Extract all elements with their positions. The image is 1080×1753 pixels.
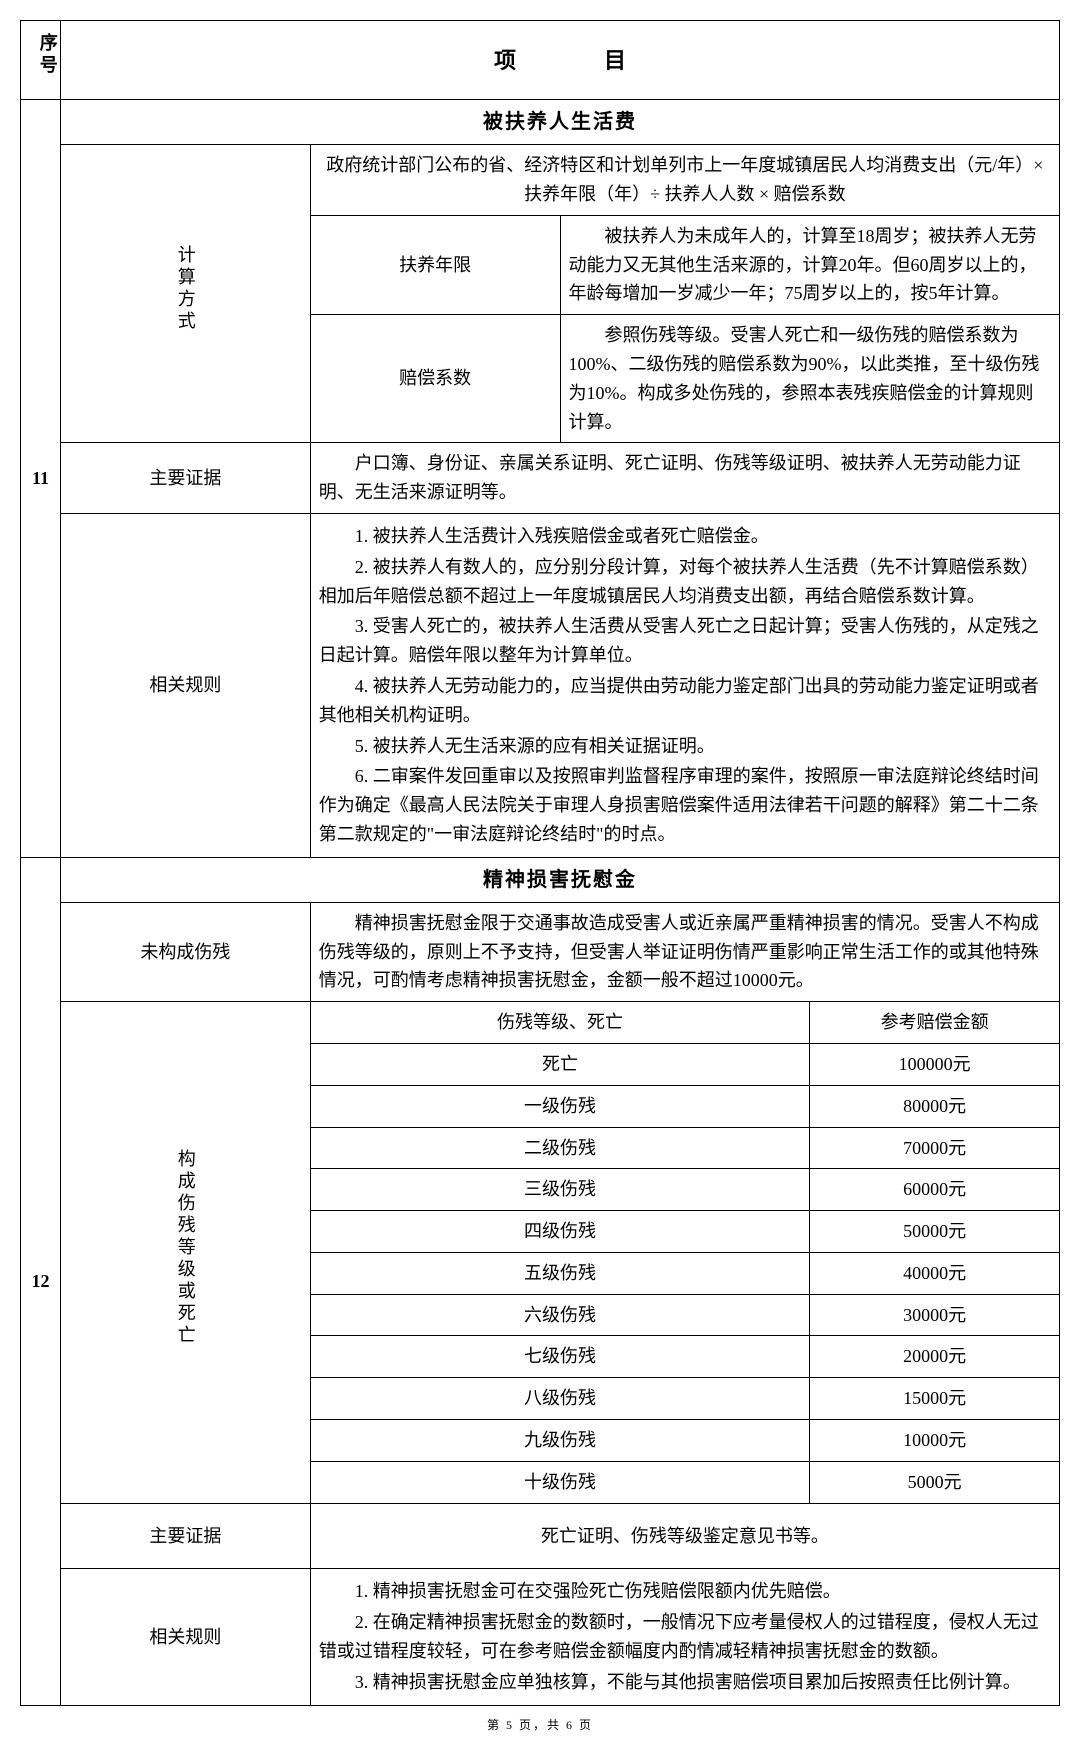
evidence-text-12: 死亡证明、伤残等级鉴定意见书等。	[310, 1503, 1059, 1569]
comp-amount: 40000元	[810, 1252, 1060, 1294]
section-12-title: 精神损害抚慰金	[61, 857, 1060, 902]
comp-amount: 20000元	[810, 1336, 1060, 1378]
comp-amount: 50000元	[810, 1211, 1060, 1253]
comp-header-amount: 参考赔偿金额	[810, 1002, 1060, 1044]
comp-level: 死亡	[310, 1043, 810, 1085]
rules-text-11: 1. 被扶养人生活费计入残疾赔偿金或者死亡赔偿金。 2. 被扶养人有数人的，应分…	[310, 513, 1059, 857]
comp-level: 三级伤残	[310, 1169, 810, 1211]
evidence-label-12: 主要证据	[61, 1503, 311, 1569]
comp-level: 一级伤残	[310, 1085, 810, 1127]
main-table: 序号 项 目 11 被扶养人生活费 计算方式 政府统计部门公布的省、经济特区和计…	[20, 20, 1060, 1706]
rules-label-11: 相关规则	[61, 513, 311, 857]
section-11-title: 被扶养人生活费	[61, 100, 1060, 145]
sub2-text: 参照伤残等级。受害人死亡和一级伤残的赔偿系数为100%、二级伤残的赔偿系数为90…	[560, 315, 1060, 443]
no-disability-row: 未构成伤残 精神损害抚慰金限于交通事故造成受害人或近亲属严重精神损害的情况。受害…	[21, 902, 1060, 1001]
comp-amount: 70000元	[810, 1127, 1060, 1169]
row-number-11: 11	[21, 100, 61, 858]
comp-level: 八级伤残	[310, 1378, 810, 1420]
section-11-title-row: 11 被扶养人生活费	[21, 100, 1060, 145]
comp-level: 五级伤残	[310, 1252, 810, 1294]
table-header-row: 序号 项 目	[21, 21, 1060, 100]
comp-amount: 100000元	[810, 1043, 1060, 1085]
comp-level: 九级伤残	[310, 1420, 810, 1462]
rules-text-12: 1. 精神损害抚慰金可在交强险死亡伤残赔偿限额内优先赔偿。 2. 在确定精神损害…	[310, 1569, 1059, 1705]
comp-level: 四级伤残	[310, 1211, 810, 1253]
comp-amount: 60000元	[810, 1169, 1060, 1211]
header-item: 项 目	[61, 21, 1060, 100]
calc-method-label: 计算方式	[61, 145, 311, 443]
formula-row: 计算方式 政府统计部门公布的省、经济特区和计划单列市上一年度城镇居民人均消费支出…	[21, 145, 1060, 216]
sub1-label: 扶养年限	[310, 215, 560, 314]
sub2-label: 赔偿系数	[310, 315, 560, 443]
evidence-row-11: 主要证据 户口簿、身份证、亲属关系证明、死亡证明、伤残等级证明、被扶养人无劳动能…	[21, 443, 1060, 514]
comp-level: 二级伤残	[310, 1127, 810, 1169]
comp-amount: 80000元	[810, 1085, 1060, 1127]
evidence-text-11: 户口簿、身份证、亲属关系证明、死亡证明、伤残等级证明、被扶养人无劳动能力证明、无…	[310, 443, 1059, 514]
header-seq: 序号	[21, 21, 61, 100]
comp-amount: 5000元	[810, 1461, 1060, 1503]
comp-level: 六级伤残	[310, 1294, 810, 1336]
formula-cell: 政府统计部门公布的省、经济特区和计划单列市上一年度城镇居民人均消费支出（元/年）…	[310, 145, 1059, 216]
evidence-label-11: 主要证据	[61, 443, 311, 514]
rules-label-12: 相关规则	[61, 1569, 311, 1705]
comp-amount: 15000元	[810, 1378, 1060, 1420]
comp-level: 十级伤残	[310, 1461, 810, 1503]
comp-header-level: 伤残等级、死亡	[310, 1002, 810, 1044]
document-page: 序号 项 目 11 被扶养人生活费 计算方式 政府统计部门公布的省、经济特区和计…	[20, 20, 1060, 1733]
comp-level: 七级伤残	[310, 1336, 810, 1378]
sub1-text: 被扶养人为未成年人的，计算至18周岁；被扶养人无劳动能力又无其他生活来源的，计算…	[560, 215, 1060, 314]
rules-row-11: 相关规则 1. 被扶养人生活费计入残疾赔偿金或者死亡赔偿金。 2. 被扶养人有数…	[21, 513, 1060, 857]
section-12-title-row: 12 精神损害抚慰金	[21, 857, 1060, 902]
disability-label: 构成伤残等级或死亡	[61, 1002, 311, 1504]
page-footer: 第 5 页，共 6 页	[20, 1716, 1060, 1733]
comp-amount: 30000元	[810, 1294, 1060, 1336]
rules-row-12: 相关规则 1. 精神损害抚慰金可在交强险死亡伤残赔偿限额内优先赔偿。 2. 在确…	[21, 1569, 1060, 1705]
evidence-row-12: 主要证据 死亡证明、伤残等级鉴定意见书等。	[21, 1503, 1060, 1569]
comp-header-row: 构成伤残等级或死亡 伤残等级、死亡 参考赔偿金额	[21, 1002, 1060, 1044]
no-disability-text: 精神损害抚慰金限于交通事故造成受害人或近亲属严重精神损害的情况。受害人不构成伤残…	[310, 902, 1059, 1001]
row-number-12: 12	[21, 857, 61, 1705]
comp-amount: 10000元	[810, 1420, 1060, 1462]
no-disability-label: 未构成伤残	[61, 902, 311, 1001]
